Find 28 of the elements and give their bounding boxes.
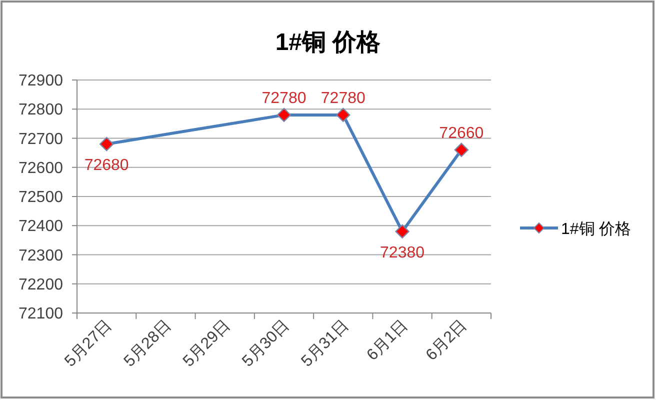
- y-tick-label: 72700: [18, 130, 64, 148]
- point: [276, 108, 292, 122]
- x-tick-label: 5月31日: [298, 316, 352, 370]
- y-tick-label: 72500: [18, 189, 64, 206]
- x-tick-label: 5月27日: [62, 316, 116, 370]
- y-tick-label: 72100: [18, 306, 64, 322]
- x-tick-label: 5月28日: [121, 316, 175, 370]
- data-label: 72780: [320, 90, 366, 107]
- data-label: 72680: [84, 157, 129, 174]
- point: [336, 108, 350, 122]
- y-tick-label: 72400: [18, 218, 64, 236]
- point: [454, 142, 469, 157]
- point: [395, 224, 410, 239]
- data-label: 72380: [380, 244, 425, 262]
- data-label: 72660: [439, 124, 484, 142]
- y-tick-label: 72900: [18, 72, 64, 90]
- y-tick-label: 72800: [18, 102, 64, 119]
- x-tick-label: 5月30日: [239, 316, 293, 370]
- y-tick-label: 72300: [18, 247, 64, 264]
- x-tick-label: 5月29日: [180, 316, 234, 370]
- x-tick-label: 6月1日: [364, 316, 412, 364]
- point: [99, 136, 114, 152]
- y-tick-label: 72200: [18, 276, 64, 294]
- x-tick-label: 6月2日: [423, 316, 470, 364]
- chart-title: 1#铜 价格: [275, 29, 382, 56]
- y-tick-label: 72600: [18, 160, 64, 177]
- data-label: 72780: [262, 90, 306, 107]
- legend-label: 1#铜 价格: [561, 221, 632, 238]
